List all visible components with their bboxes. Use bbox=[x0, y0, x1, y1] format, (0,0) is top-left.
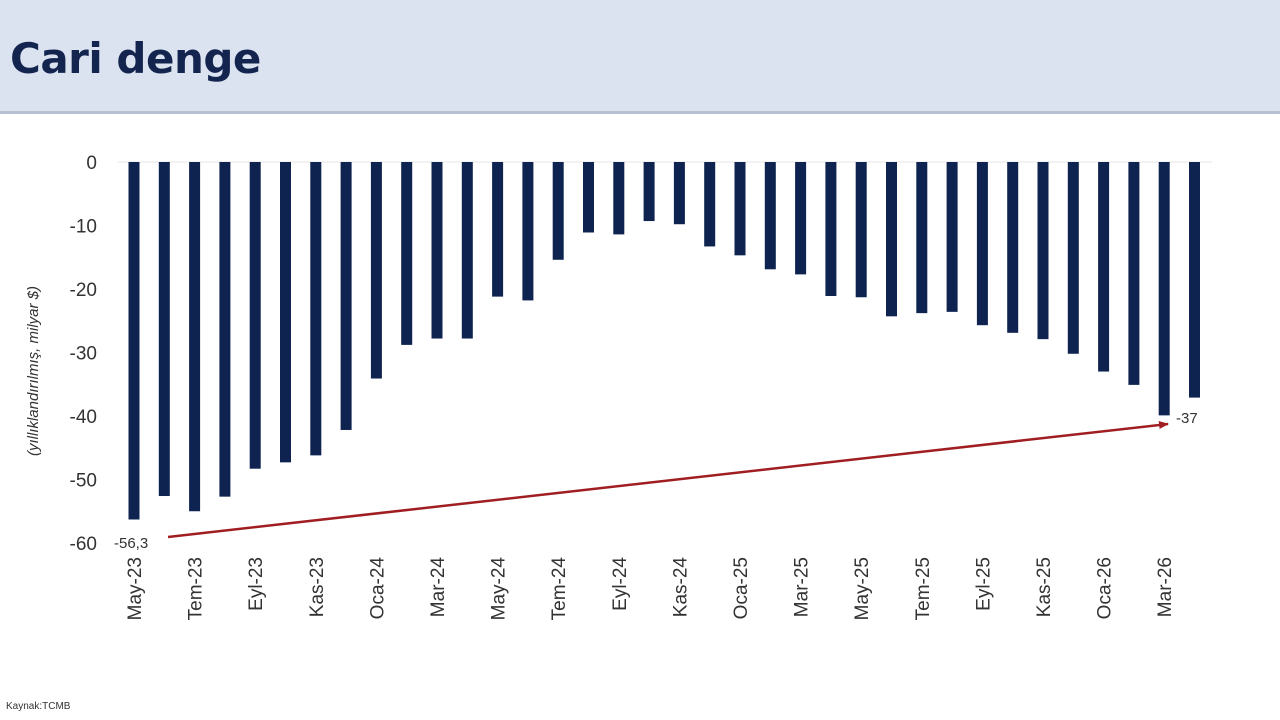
bar-Ara-24 bbox=[704, 162, 716, 247]
bar-Kas-24 bbox=[673, 162, 685, 225]
bar-Oca-25 bbox=[734, 162, 746, 256]
bar-Eki-23 bbox=[280, 162, 291, 463]
bar-Haz-24 bbox=[522, 162, 534, 301]
bar-Eki-24 bbox=[643, 162, 655, 222]
y-tick-label: -40 bbox=[70, 407, 97, 428]
bar-Şub-24 bbox=[401, 162, 413, 345]
bar-Tem-25 bbox=[916, 162, 928, 314]
bar-Tem-24 bbox=[552, 162, 564, 260]
bar-Haz-25 bbox=[886, 162, 897, 317]
bar-May-23 bbox=[128, 162, 140, 520]
bar-Oca-24 bbox=[370, 162, 382, 379]
bar-Ağu-25 bbox=[946, 162, 958, 312]
bar-Ağu-23 bbox=[219, 162, 231, 497]
bar-Nis-25 bbox=[825, 162, 837, 296]
source-note: Kaynak:TCMB bbox=[6, 701, 71, 712]
y-tick-label: -60 bbox=[70, 534, 97, 555]
x-tick-label: Kas-24 bbox=[670, 557, 691, 618]
y-axis-label: (yıllıklandırılmış, milyar $) bbox=[25, 286, 42, 456]
annotation-start-value: -56,3 bbox=[114, 535, 148, 552]
bar-Mar-26 bbox=[1158, 162, 1170, 416]
y-tick-label: -20 bbox=[70, 280, 97, 301]
y-tick-label: -10 bbox=[70, 217, 97, 238]
bar-Mar-24 bbox=[431, 162, 443, 339]
bar-series bbox=[128, 162, 1200, 520]
x-tick-label: Mar-26 bbox=[1155, 557, 1176, 617]
bar-Kas-25 bbox=[1037, 162, 1049, 340]
page-title: Cari denge bbox=[10, 34, 261, 83]
bar-Nis-24 bbox=[461, 162, 473, 339]
x-tick-label: Tem-23 bbox=[186, 557, 207, 620]
bar-Eyl-24 bbox=[613, 162, 625, 235]
x-tick-label: Eyl-23 bbox=[246, 557, 267, 611]
annotations: -56,3 -37 bbox=[114, 410, 1198, 552]
x-tick-label: May-23 bbox=[125, 557, 146, 620]
title-bar: Cari denge bbox=[0, 0, 1280, 114]
x-tick-label: May-25 bbox=[852, 557, 873, 620]
bar-Şub-26 bbox=[1128, 162, 1140, 385]
bar-Nis-26 bbox=[1189, 162, 1200, 398]
x-tick-label: Mar-25 bbox=[792, 557, 813, 617]
bar-Haz-23 bbox=[158, 162, 170, 497]
bar-Tem-23 bbox=[189, 162, 201, 512]
x-tick-label: May-24 bbox=[489, 557, 510, 621]
y-axis: 0 -10 -20 -30 -40 -50 -60 bbox=[70, 153, 1212, 555]
bar-May-24 bbox=[492, 162, 504, 297]
x-tick-label: Eyl-25 bbox=[973, 557, 994, 611]
x-tick-label: Kas-25 bbox=[1034, 557, 1055, 617]
bar-Ara-23 bbox=[340, 162, 352, 430]
x-tick-label: Tem-24 bbox=[549, 557, 570, 621]
x-tick-label: Mar-24 bbox=[428, 557, 449, 618]
bar-May-25 bbox=[855, 162, 867, 298]
x-tick-label: Oca-26 bbox=[1095, 557, 1116, 619]
bar-Eyl-23 bbox=[249, 162, 261, 469]
y-tick-label: -30 bbox=[70, 344, 97, 365]
x-tick-label: Eyl-24 bbox=[610, 557, 631, 611]
bar-Mar-25 bbox=[795, 162, 807, 275]
x-tick-label: Oca-25 bbox=[731, 557, 752, 619]
annotation-end-value: -37 bbox=[1176, 410, 1198, 427]
bar-Eki-25 bbox=[1007, 162, 1019, 333]
bar-Kas-23 bbox=[310, 162, 322, 456]
bar-Şub-25 bbox=[764, 162, 776, 270]
trend-arrow bbox=[167, 421, 1169, 539]
bar-Eyl-25 bbox=[976, 162, 988, 326]
bar-Ağu-24 bbox=[583, 162, 594, 233]
x-tick-label: Oca-24 bbox=[367, 557, 388, 620]
bar-Oca-26 bbox=[1098, 162, 1110, 372]
x-tick-label: Tem-25 bbox=[913, 557, 934, 620]
x-tick-label: Kas-23 bbox=[307, 557, 328, 617]
x-axis: May-23 Tem-23 Eyl-23 Kas-23 Oca-24 Mar-24 May-… bbox=[125, 557, 1176, 621]
y-tick-label: 0 bbox=[86, 153, 97, 174]
bar-Ara-25 bbox=[1067, 162, 1079, 354]
y-tick-label: -50 bbox=[70, 471, 97, 492]
